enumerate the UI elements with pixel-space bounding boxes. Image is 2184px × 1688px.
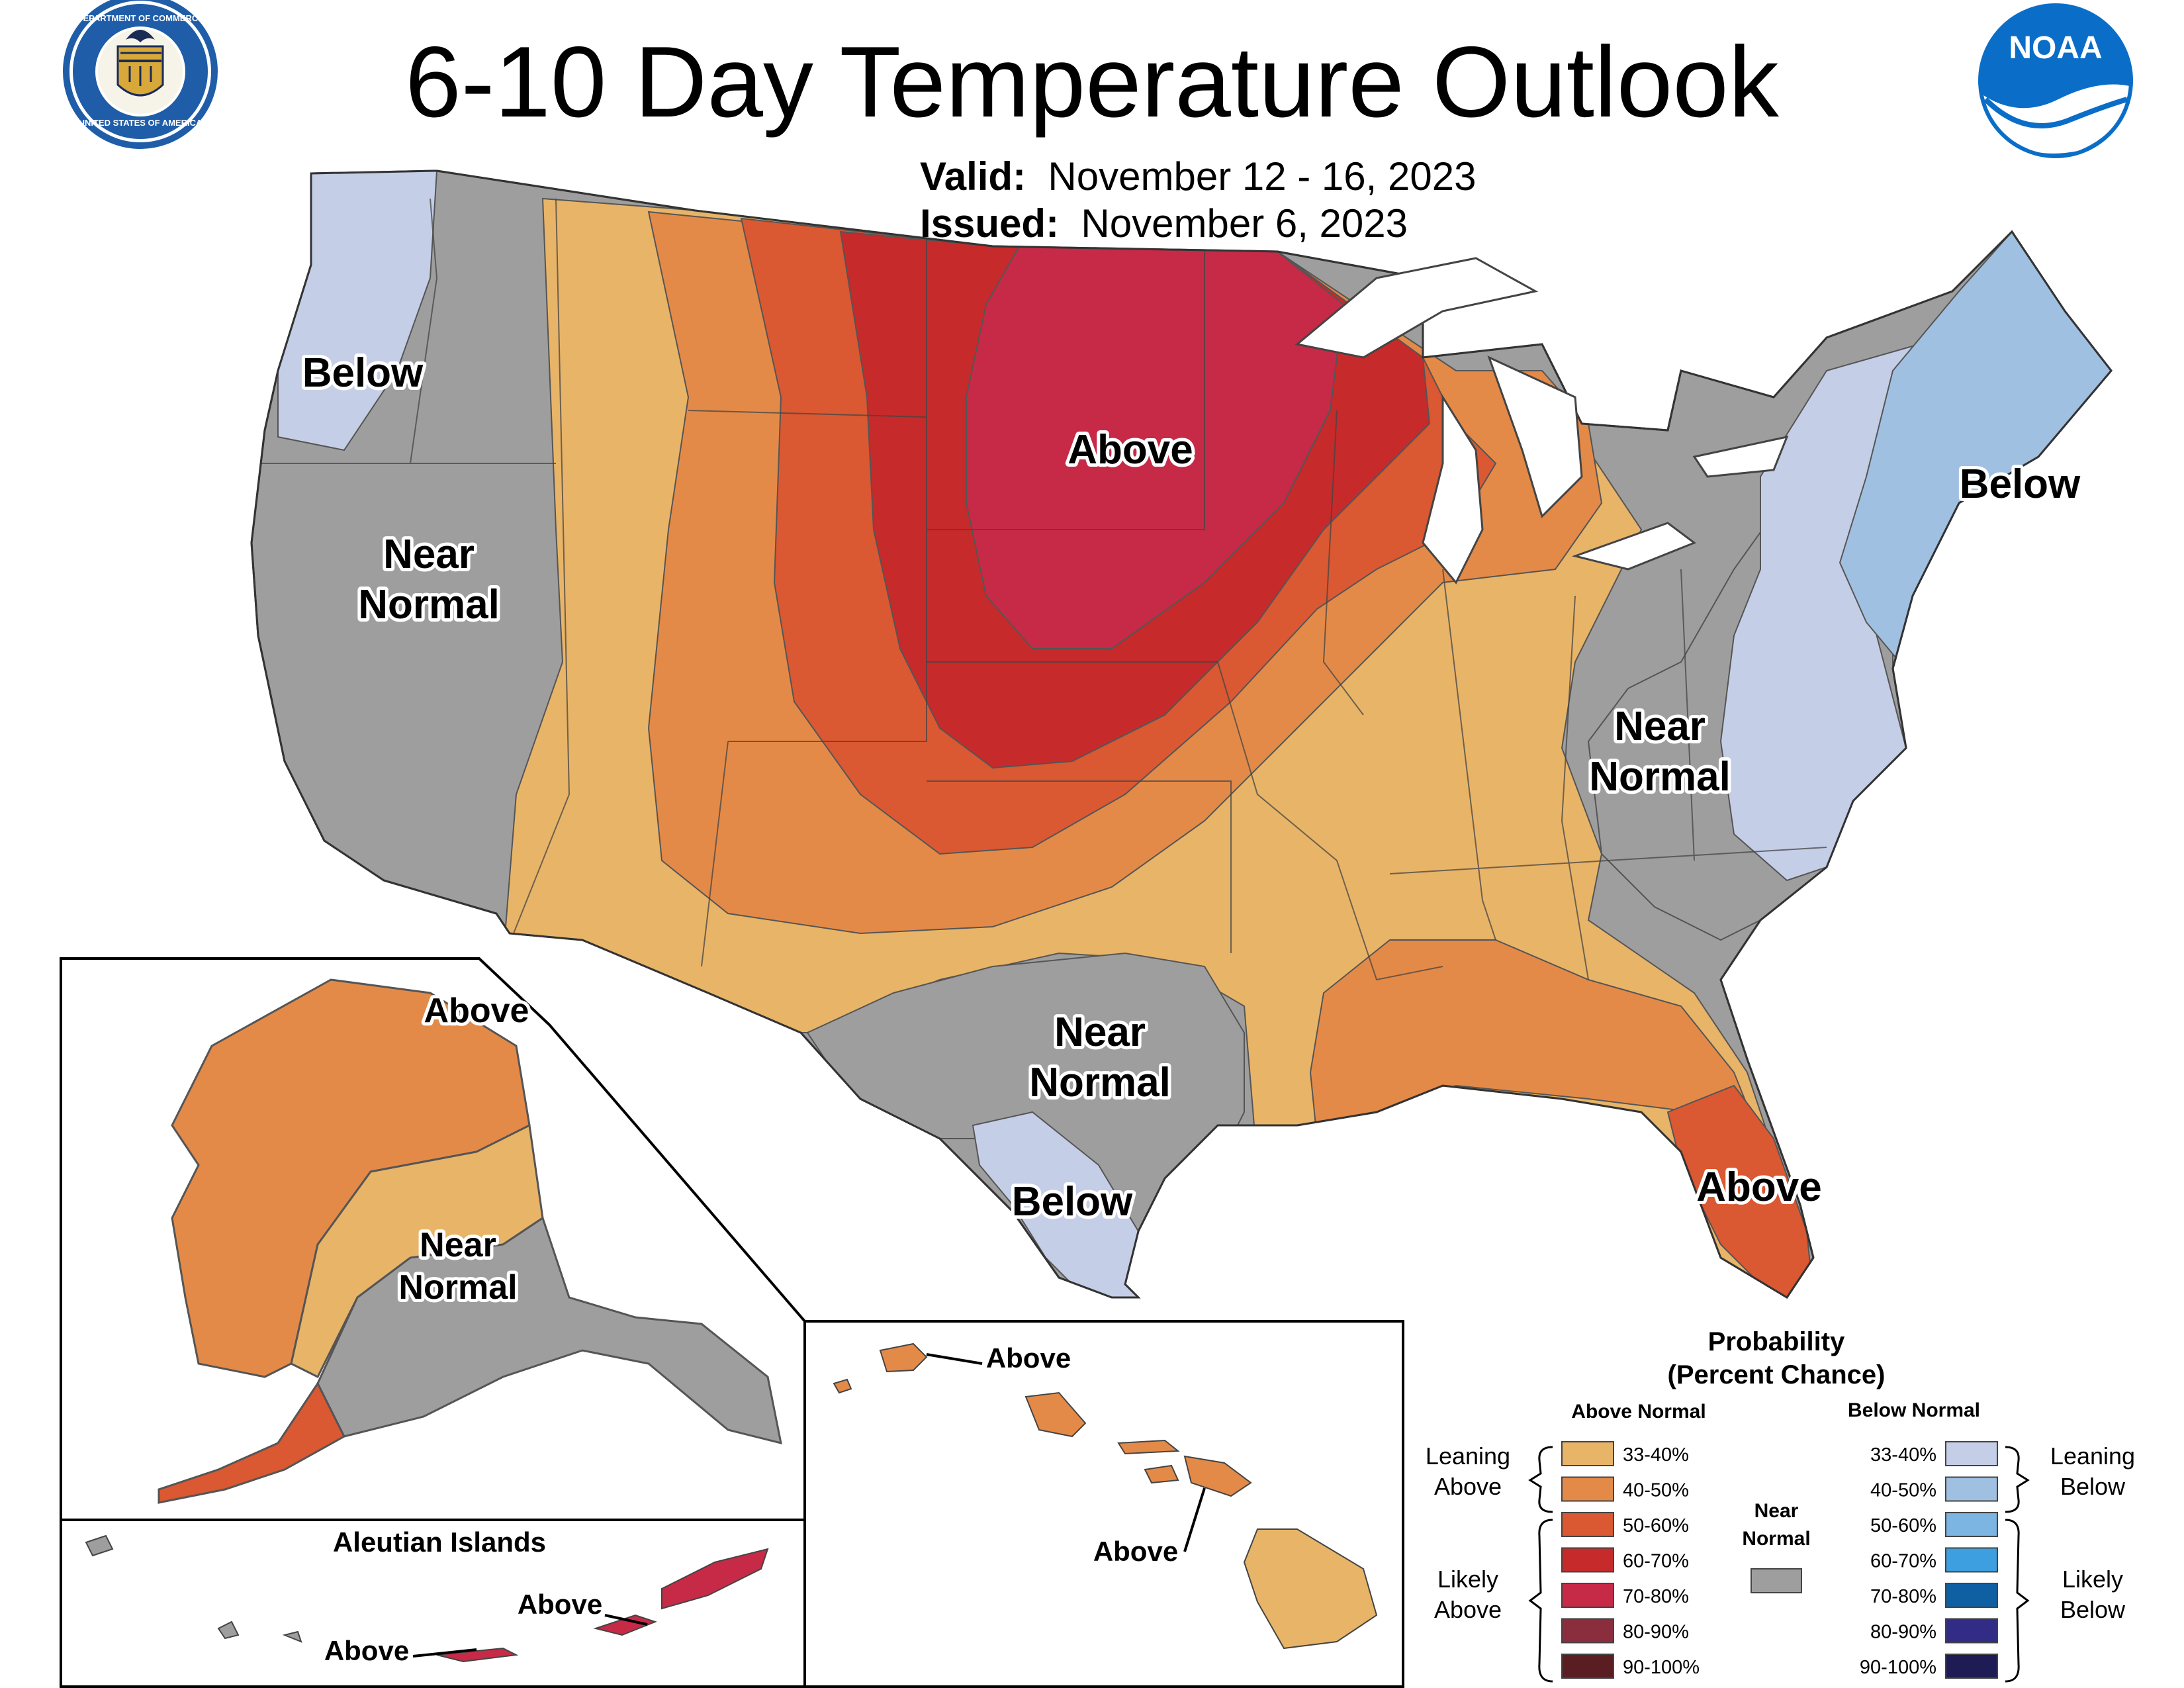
commerce-seal-logo: UNITED STATES OF AMERICA DEPARTMENT OF C… bbox=[63, 0, 218, 149]
label-near-west-2: Normal bbox=[358, 582, 500, 628]
legend-likely-below-2: Below bbox=[2060, 1596, 2126, 1623]
zone-below-40-50-east bbox=[1839, 230, 2111, 664]
legend-above-swatch-6 bbox=[1561, 1654, 1614, 1679]
legend-above-swatch-5 bbox=[1561, 1618, 1614, 1644]
legend-above-swatch-4 bbox=[1561, 1583, 1614, 1608]
label-alaska-near-2: Normal bbox=[398, 1268, 517, 1307]
label-above-north-central: Above bbox=[1068, 427, 1193, 473]
issued-line: Issued: November 6, 2023 bbox=[920, 201, 1476, 248]
probability-legend: Probability (Percent Chance) Above Norma… bbox=[1426, 1327, 2135, 1683]
legend-below-swatch-0 bbox=[1945, 1441, 1998, 1466]
zone-below-south-texas bbox=[972, 1111, 1139, 1297]
issued-date: November 6, 2023 bbox=[1081, 201, 1408, 246]
legend-below-range-3: 60-70% bbox=[1870, 1551, 1936, 1572]
legend-above-range-4: 70-80% bbox=[1623, 1586, 1689, 1607]
label-below-northeast: Below bbox=[1960, 461, 2081, 507]
label-above-florida: Above bbox=[1696, 1164, 1821, 1210]
legend-likely-below-1: Likely bbox=[2062, 1566, 2123, 1593]
legend-below-swatch-6 bbox=[1945, 1654, 1998, 1679]
legend-below-range-2: 50-60% bbox=[1870, 1515, 1936, 1536]
label-near-texas-1: Near bbox=[1054, 1009, 1146, 1055]
legend-near-1: Near bbox=[1754, 1500, 1799, 1522]
valid-line: Valid: November 12 - 16, 2023 bbox=[920, 154, 1476, 201]
legend-title-2: (Percent Chance) bbox=[1668, 1360, 1886, 1389]
svg-text:UNITED STATES OF AMERICA: UNITED STATES OF AMERICA bbox=[79, 118, 203, 128]
svg-text:DEPARTMENT OF COMMERCE: DEPARTMENT OF COMMERCE bbox=[77, 13, 204, 23]
noaa-logo: NOAA bbox=[1978, 3, 2133, 158]
legend-leaning-below-1: Leaning bbox=[2050, 1442, 2135, 1470]
valid-label: Valid: bbox=[920, 154, 1026, 199]
label-near-east-2: Normal bbox=[1589, 754, 1731, 800]
alaska-inset: Above Near Normal bbox=[60, 957, 806, 1521]
legend-below-range-0: 33-40% bbox=[1870, 1444, 1936, 1466]
legend-above-swatch-2 bbox=[1561, 1512, 1614, 1537]
legend-below-range-6: 90-100% bbox=[1860, 1657, 1936, 1678]
legend-below-swatch-4 bbox=[1945, 1583, 1998, 1608]
label-aleutian-above-2: Above bbox=[324, 1635, 409, 1666]
legend-below-swatches: 33-40% 40-50% 50-60% 60-70% 70-80% 80-90% 90-1… bbox=[1860, 1441, 1998, 1679]
legend-below-range-4: 70-80% bbox=[1870, 1586, 1936, 1607]
legend-above-range-0: 33-40% bbox=[1623, 1444, 1689, 1466]
conus-probability-zones bbox=[251, 171, 2111, 1297]
legend-above-swatch-0 bbox=[1561, 1441, 1614, 1466]
legend-above-range-3: 60-70% bbox=[1623, 1551, 1689, 1572]
label-near-west-1: Near bbox=[383, 532, 475, 577]
alaska-near-zone bbox=[316, 1216, 782, 1445]
alaska-peninsula-zone bbox=[158, 1382, 345, 1504]
legend-leaning-above-1: Leaning bbox=[1426, 1442, 1510, 1470]
label-below-pacific-nw: Below bbox=[302, 350, 424, 396]
page-title: 6-10 Day Temperature Outlook bbox=[405, 26, 1779, 138]
legend-likely-above-2: Above bbox=[1434, 1596, 1502, 1623]
legend-above-swatch-1 bbox=[1561, 1476, 1614, 1502]
legend-above-range-5: 80-90% bbox=[1623, 1622, 1689, 1643]
aleutian-title: Aleutian Islands bbox=[333, 1526, 546, 1558]
legend-below-swatch-5 bbox=[1945, 1618, 1998, 1644]
label-alaska-above: Above bbox=[424, 992, 529, 1030]
issued-label: Issued: bbox=[920, 201, 1060, 246]
noaa-logo-text: NOAA bbox=[2009, 30, 2102, 66]
legend-title-1: Probability bbox=[1708, 1327, 1845, 1356]
aleutian-inset: Aleutian Islands Above Above bbox=[60, 1519, 806, 1688]
legend-leaning-above-2: Above bbox=[1434, 1473, 1502, 1500]
legend-above-range-1: 40-50% bbox=[1623, 1480, 1689, 1501]
legend-above-swatches: 33-40% 40-50% 50-60% 60-70% 70-80% 80-90% 90-1… bbox=[1561, 1441, 1700, 1679]
state-borders bbox=[251, 198, 1827, 981]
label-aleutian-above-1: Above bbox=[518, 1589, 602, 1620]
legend-above-range-6: 90-100% bbox=[1623, 1657, 1700, 1678]
legend-leaning-below-2: Below bbox=[2060, 1473, 2126, 1500]
legend-below-swatch-3 bbox=[1945, 1547, 1998, 1573]
label-near-texas-2: Normal bbox=[1029, 1060, 1171, 1105]
legend-above-swatch-3 bbox=[1561, 1547, 1614, 1573]
legend-below-swatch-1 bbox=[1945, 1476, 1998, 1502]
label-below-south-texas: Below bbox=[1012, 1179, 1133, 1225]
legend-below-header: Below Normal bbox=[1848, 1399, 1980, 1421]
legend-below-swatch-2 bbox=[1945, 1512, 1998, 1537]
legend-above-range-2: 50-60% bbox=[1623, 1515, 1689, 1536]
legend-likely-above-1: Likely bbox=[1437, 1566, 1498, 1593]
great-lakes bbox=[1295, 257, 1789, 585]
legend-near-swatch bbox=[1751, 1568, 1802, 1593]
label-alaska-near-1: Near bbox=[420, 1226, 496, 1264]
legend-below-range-5: 80-90% bbox=[1870, 1622, 1936, 1643]
valid-dates: November 12 - 16, 2023 bbox=[1048, 154, 1477, 199]
hawaii-inset: Above Above bbox=[803, 1320, 1404, 1688]
legend-above-header: Above Normal bbox=[1571, 1401, 1706, 1423]
label-hawaii-above-1: Above bbox=[986, 1342, 1071, 1374]
legend-below-range-1: 40-50% bbox=[1870, 1480, 1936, 1501]
label-near-east-1: Near bbox=[1614, 704, 1706, 749]
legend-near-2: Normal bbox=[1742, 1528, 1810, 1550]
valid-issued-block: Valid: November 12 - 16, 2023 Issued: No… bbox=[920, 154, 1476, 248]
label-hawaii-above-2: Above bbox=[1093, 1536, 1178, 1567]
